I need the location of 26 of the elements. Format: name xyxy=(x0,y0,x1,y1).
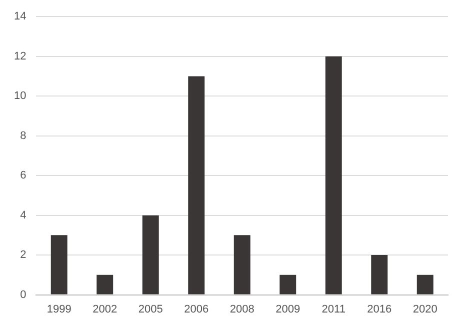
x-tick-label: 1999 xyxy=(46,303,72,316)
bar xyxy=(188,76,205,294)
y-tick-label: 12 xyxy=(14,50,26,62)
x-tick-label: 2020 xyxy=(412,303,438,316)
bar xyxy=(142,215,159,294)
x-tick-label: 2006 xyxy=(184,303,209,316)
bar xyxy=(280,274,296,294)
bar xyxy=(325,56,342,294)
bar xyxy=(416,274,434,294)
x-tick-label: 2009 xyxy=(276,303,300,316)
y-tick-label: 10 xyxy=(14,90,26,102)
x-tick-label: 2011 xyxy=(322,303,346,316)
y-tick-label: 6 xyxy=(20,170,26,182)
y-tick-label: 0 xyxy=(20,288,26,301)
x-tick-label: 2002 xyxy=(92,303,118,316)
y-tick-label: 4 xyxy=(20,209,26,222)
x-tick-label: 2005 xyxy=(138,303,163,316)
bar xyxy=(234,235,250,294)
x-tick-label: 2008 xyxy=(230,303,254,316)
y-tick-label: 8 xyxy=(20,130,26,142)
y-tick-label: 14 xyxy=(14,10,26,23)
bar xyxy=(371,255,388,294)
bar xyxy=(96,274,114,294)
y-tick-label: 2 xyxy=(20,249,26,262)
bar xyxy=(50,235,68,294)
x-tick-label: 2016 xyxy=(367,303,392,316)
